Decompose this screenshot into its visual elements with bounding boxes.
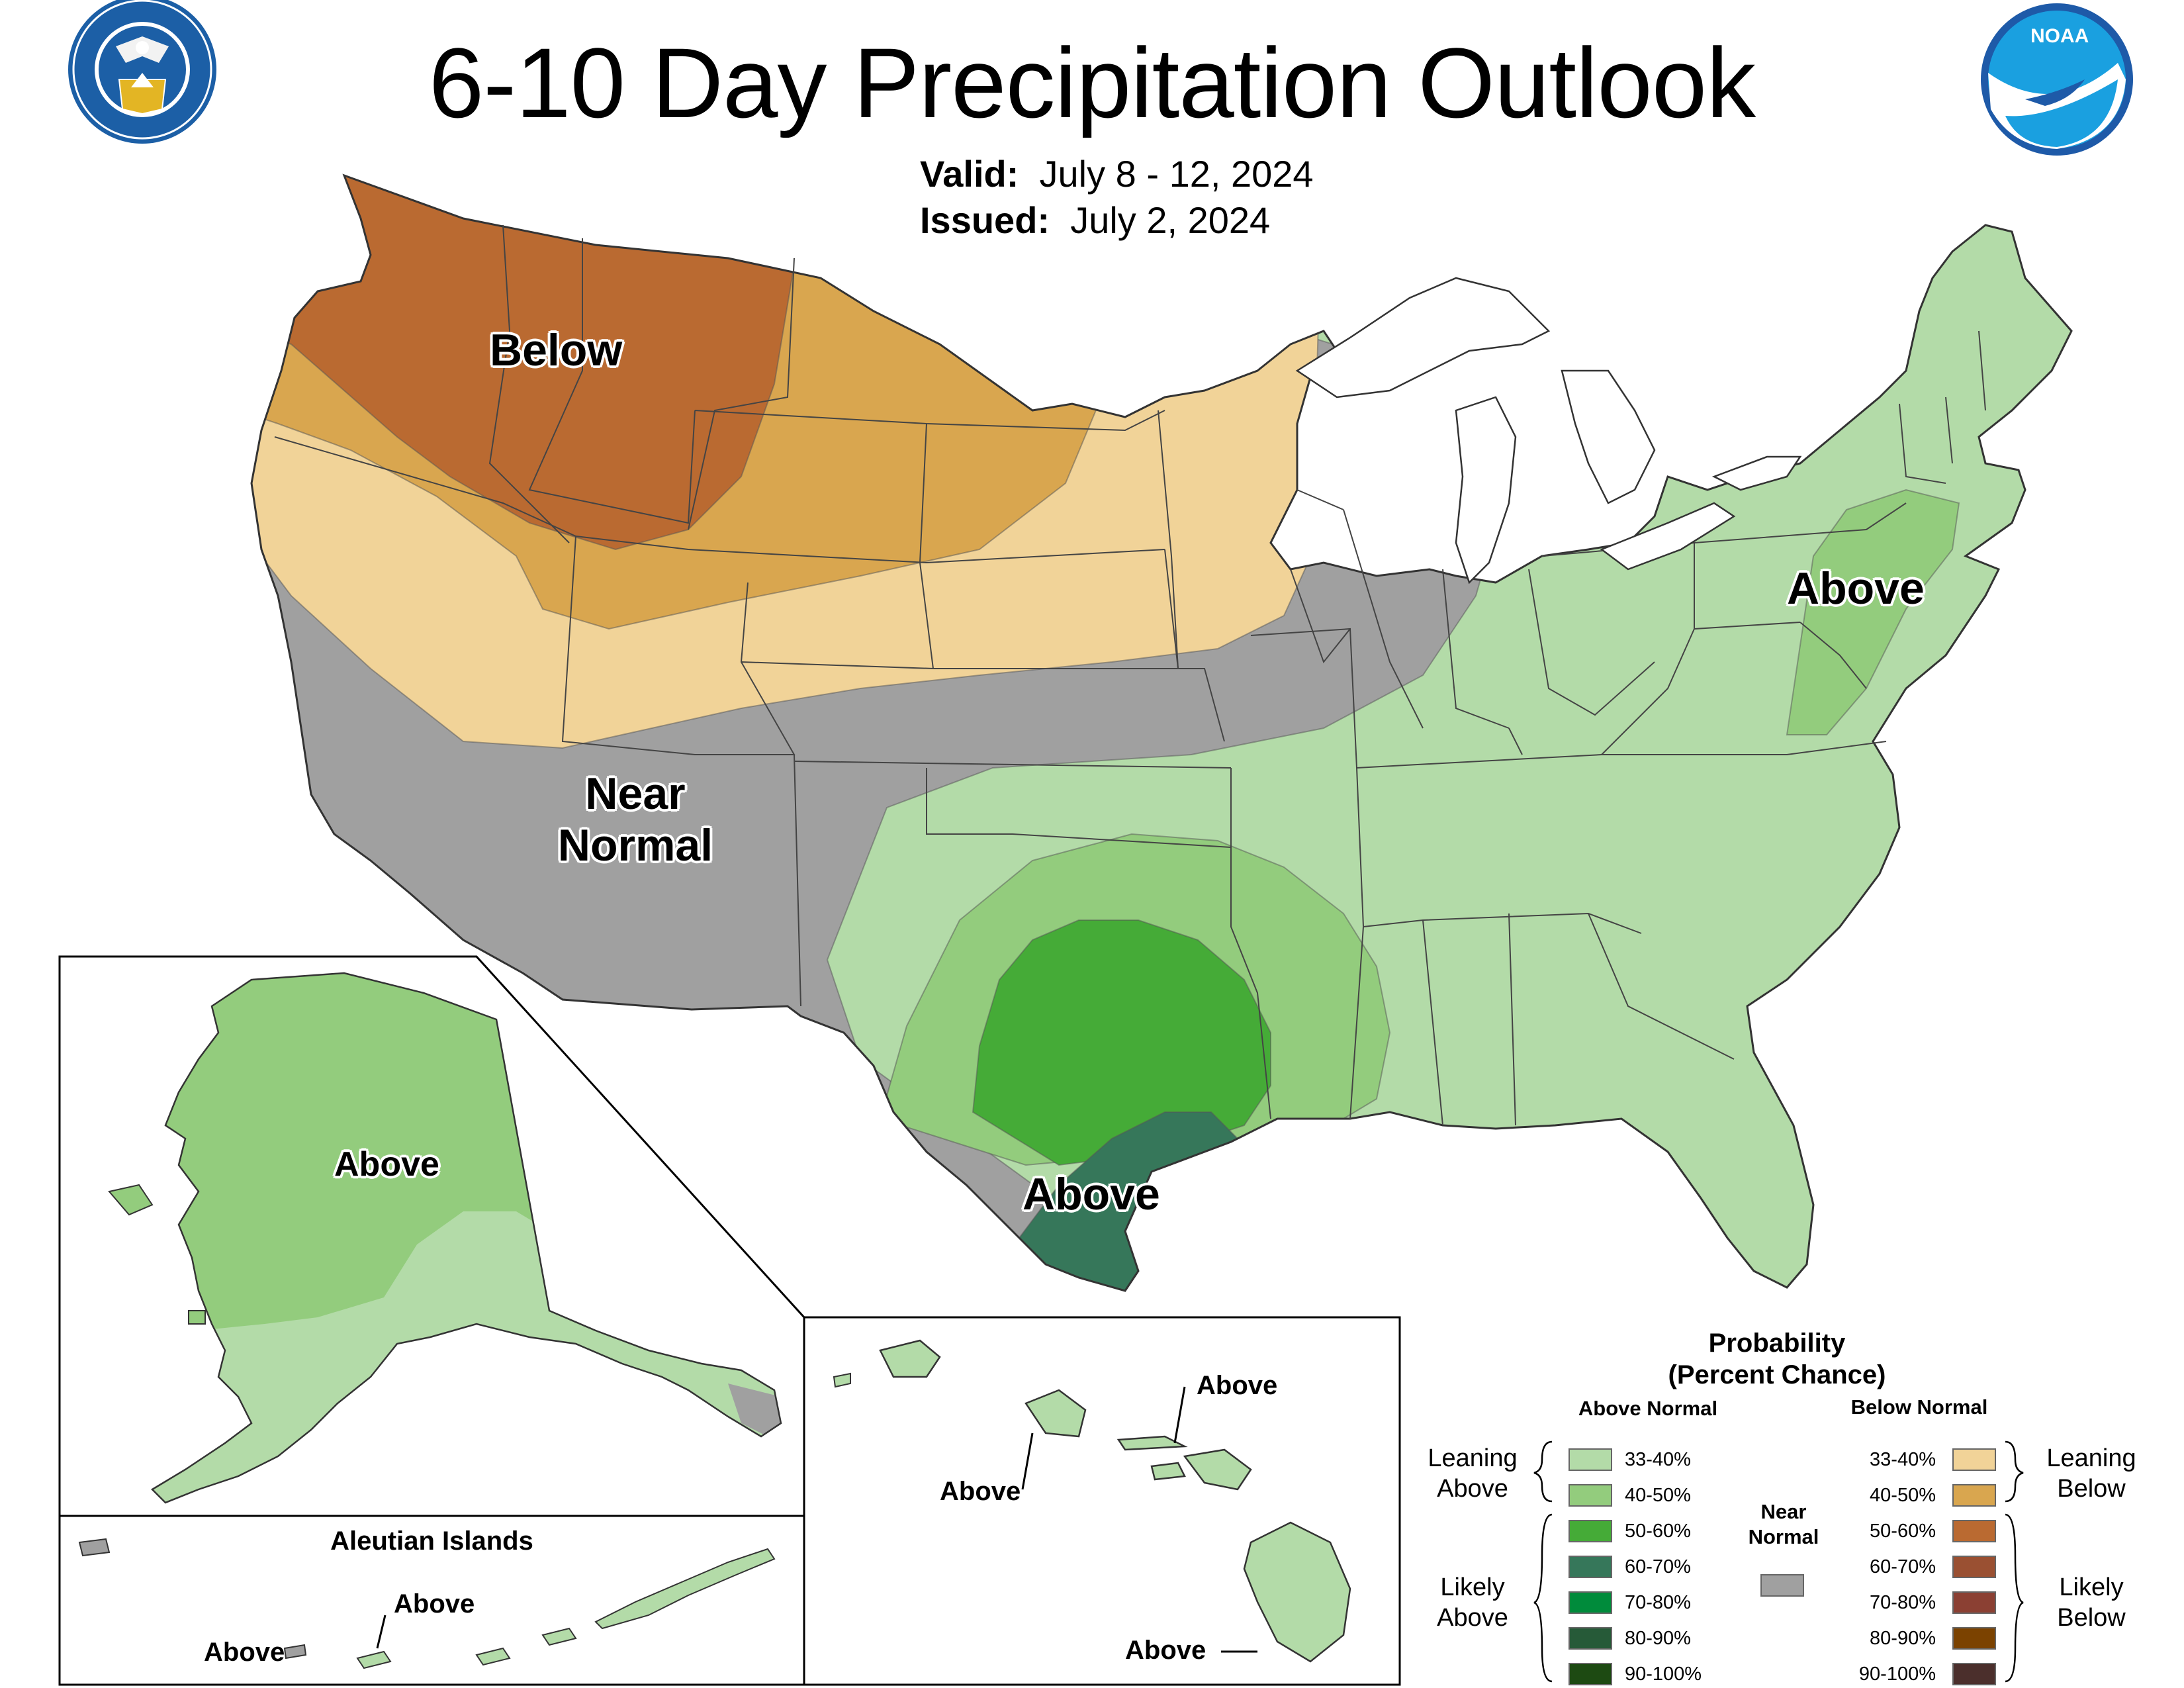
legend-title-text: Probability — [1708, 1329, 1846, 1358]
legend-leaning-below: Leaning Below — [2046, 1444, 2136, 1503]
issued-label: Issued: — [920, 199, 1050, 241]
hawaii-label-above-big-island: Above — [1125, 1636, 1206, 1665]
legend-range-below-4: 70-80% — [1870, 1592, 1936, 1613]
aleutian-inset-frame — [58, 1515, 805, 1686]
legend-swatch-above-2 — [1569, 1520, 1612, 1542]
valid-value: July 8 - 12, 2024 — [1039, 153, 1314, 195]
alaska-islands — [108, 1184, 206, 1325]
region-label-above-northeast: Above — [1787, 563, 1925, 614]
legend-below-header: Below Normal — [1850, 1395, 1988, 1419]
legend-swatch-above-3 — [1569, 1556, 1612, 1578]
aleutian-label-above-west: Above — [204, 1638, 285, 1667]
legend-range-below-3: 60-70% — [1870, 1556, 1936, 1577]
alaska-outline — [150, 972, 782, 1504]
valid-label: Valid: — [920, 153, 1019, 195]
legend-braces — [1533, 1440, 2024, 1683]
legend-range-below-2: 50-60% — [1870, 1521, 1936, 1542]
legend-swatch-above-5 — [1569, 1627, 1612, 1650]
great-lakes — [1295, 277, 1802, 585]
hawaii-leader-lines — [1021, 1386, 1257, 1653]
legend-leaning-above: Leaning Above — [1428, 1444, 1518, 1503]
legend-swatch-below-2 — [1952, 1520, 1996, 1542]
region-label-below-northwest: Below — [490, 325, 623, 375]
noaa-logo — [1981, 3, 2133, 156]
region-label-above-texas: Above — [1023, 1169, 1160, 1219]
aleutian-leader-lines — [376, 1615, 387, 1649]
legend-range-below-1: 40-50% — [1870, 1485, 1936, 1506]
legend-swatch-below-5 — [1952, 1627, 1996, 1650]
legend-title: Probability (Percent Chance) — [1621, 1327, 1933, 1391]
noaa-logo-text: NOAA — [2030, 25, 2089, 47]
legend-likely-below: Likely Below — [2057, 1573, 2126, 1632]
legend-range-above-6: 90-100% — [1625, 1664, 1702, 1685]
legend-range-above-5: 80-90% — [1625, 1628, 1691, 1649]
legend-range-above-0: 33-40% — [1625, 1449, 1691, 1470]
legend-swatch-below-4 — [1952, 1591, 1996, 1614]
legend-range-above-4: 70-80% — [1625, 1592, 1691, 1613]
legend-subtitle-text: (Percent Chance) — [1668, 1360, 1886, 1389]
legend-range-below-0: 33-40% — [1870, 1449, 1936, 1470]
hawaii-small-islands — [833, 1372, 851, 1388]
legend-swatch-below-0 — [1952, 1448, 1996, 1471]
issued-date: Issued: July 2, 2024 — [920, 199, 1270, 242]
legend-range-above-3: 60-70% — [1625, 1556, 1691, 1577]
contiguous-us-outline — [250, 173, 2073, 1292]
legend-swatch-above-4 — [1569, 1591, 1612, 1614]
region-label-above-alaska: Above — [334, 1145, 439, 1184]
legend-swatch-below-6 — [1952, 1663, 1996, 1685]
page-title: 6-10 Day Precipitation Outlook — [428, 27, 1756, 138]
hawaii-islands — [879, 1339, 1351, 1663]
legend-range-above-1: 40-50% — [1625, 1485, 1691, 1506]
legend-swatch-above-6 — [1569, 1663, 1612, 1685]
legend-swatch-above-0 — [1569, 1448, 1612, 1471]
hawaii-label-above-kauai: Above — [940, 1477, 1021, 1506]
legend-near-normal-header: Near Normal — [1748, 1500, 1819, 1548]
issued-value: July 2, 2024 — [1070, 199, 1271, 241]
alaska-near-normal — [728, 1383, 781, 1443]
legend-above-header: Above Normal — [1578, 1397, 1718, 1420]
legend-range-above-2: 50-60% — [1625, 1521, 1691, 1542]
legend-swatch-above-1 — [1569, 1484, 1612, 1507]
legend-range-below-5: 80-90% — [1870, 1628, 1936, 1649]
alaska-above-40-50 — [152, 973, 549, 1337]
hawaii-label-above-oahu: Above — [1197, 1371, 1278, 1400]
legend-likely-above: Likely Above — [1437, 1573, 1508, 1632]
region-label-near-normal-southwest: Near Normal — [557, 769, 713, 870]
aleutian-label-above-east: Above — [394, 1589, 475, 1618]
department-of-commerce-seal — [68, 0, 216, 144]
valid-dates: Valid: July 8 - 12, 2024 — [920, 152, 1314, 196]
aleutian-west-islands — [78, 1538, 307, 1660]
legend-swatch-below-1 — [1952, 1484, 1996, 1507]
legend-swatch-near-normal — [1760, 1574, 1804, 1597]
state-boundaries — [274, 224, 1986, 1126]
legend-range-below-6: 90-100% — [1858, 1664, 1936, 1685]
legend-swatch-below-3 — [1952, 1556, 1996, 1578]
aleutian-islands — [356, 1548, 776, 1669]
aleutian-title: Aleutian Islands — [330, 1526, 533, 1556]
